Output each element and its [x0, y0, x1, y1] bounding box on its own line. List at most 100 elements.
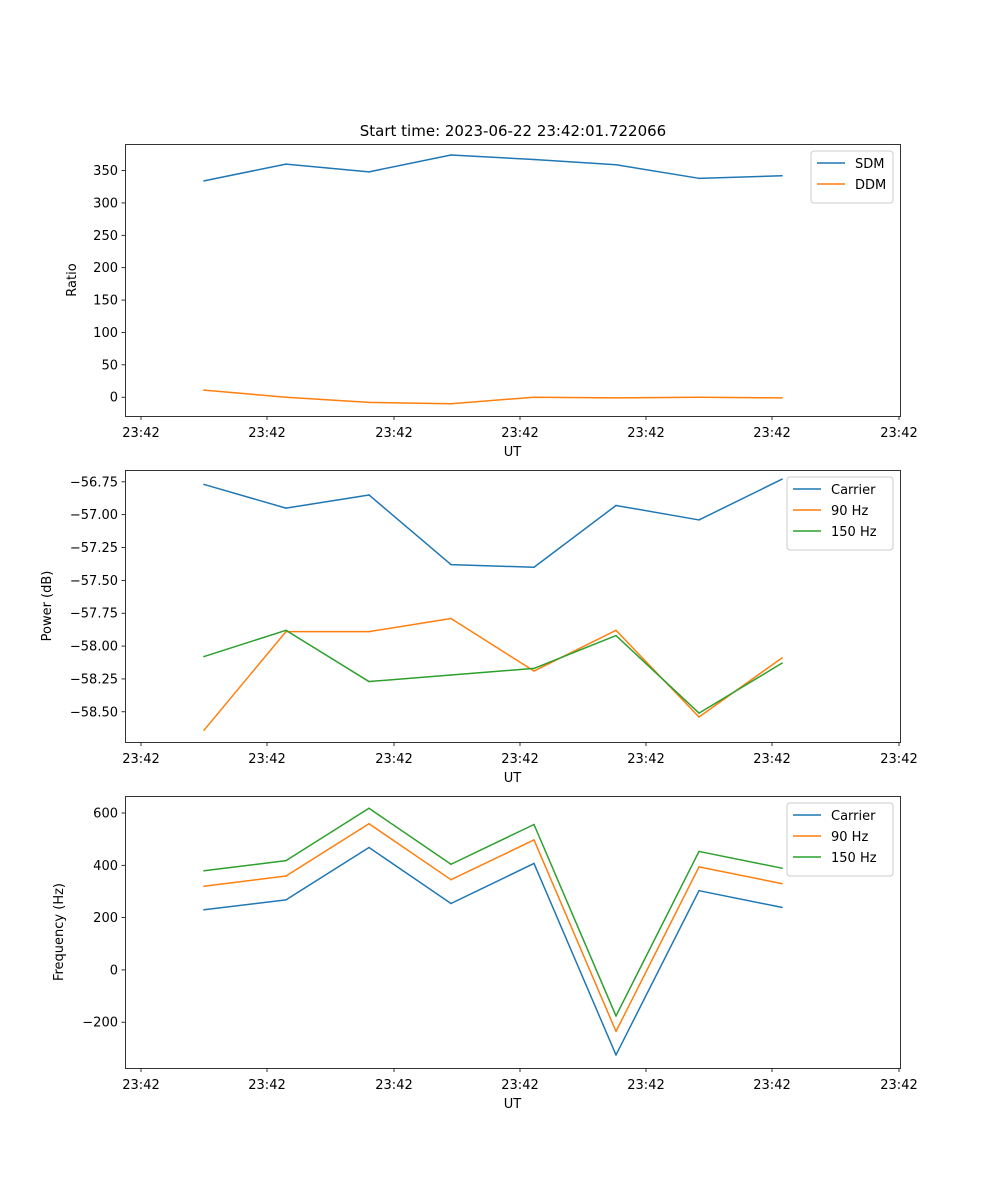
data-point	[615, 629, 617, 632]
legend-label: 150 Hz	[831, 525, 877, 540]
y-axis-label: Power (dB)	[40, 571, 55, 642]
data-point	[368, 171, 370, 173]
y-tick-label: 200	[93, 261, 118, 276]
y-axis-label: Frequency (Hz)	[52, 883, 67, 981]
y-tick-label: 200	[93, 911, 118, 926]
y-tick-label: 0	[110, 391, 118, 406]
data-point	[615, 634, 617, 637]
x-tick-label: 23:42	[753, 1078, 790, 1093]
y-tick-label: −58.25	[70, 672, 118, 687]
legend-label: DDM	[855, 178, 886, 193]
data-point	[203, 870, 205, 872]
data-point	[615, 1054, 617, 1056]
data-point	[533, 823, 535, 826]
y-tick-label: 400	[93, 859, 118, 874]
data-point	[698, 716, 700, 718]
data-point	[615, 504, 617, 507]
y-tick-label: −57.00	[70, 508, 118, 523]
series-line-carrier	[203, 846, 783, 1056]
legend-label: Carrier	[831, 809, 876, 824]
x-tick-label: 23:42	[627, 426, 664, 441]
data-point	[368, 630, 370, 633]
data-point	[615, 1015, 617, 1017]
x-tick-label: 23:42	[880, 752, 917, 767]
x-tick-label: 23:42	[753, 752, 790, 767]
data-point	[285, 899, 287, 901]
x-tick-label: 23:42	[122, 752, 159, 767]
y-tick-label: −57.50	[70, 574, 118, 589]
data-point	[781, 867, 783, 869]
legend-label: 90 Hz	[831, 504, 868, 519]
subplot-1: 0 50 100 150 200 250 300 350 23:42 23:42 23:42 23:4…	[65, 144, 918, 460]
data-point	[285, 163, 287, 165]
y-tick-label: 50	[101, 358, 118, 373]
x-tick-label: 23:42	[880, 1078, 917, 1093]
series-line-90-hz	[203, 617, 783, 731]
data-point	[285, 875, 287, 877]
x-tick-label: 23:42	[627, 752, 664, 767]
data-point	[203, 729, 205, 731]
data-point	[203, 908, 205, 911]
data-point	[615, 1030, 617, 1033]
subplot-2: −58.50 −58.25 −58.00 −57.75 −57.50 −57.25 −57.…	[40, 470, 918, 786]
subplot-3: −200 0 200 400 600 23:42 23:42 23:42 23:42 23:42 2…	[52, 796, 918, 1112]
x-tick-label: 23:42	[753, 426, 790, 441]
data-point	[368, 846, 370, 849]
y-tick-label: −58.50	[70, 705, 118, 720]
x-tick-label: 23:42	[880, 426, 917, 441]
data-point	[450, 154, 452, 156]
series-line-150-hz	[203, 629, 783, 714]
data-point	[450, 878, 452, 881]
legend: Carrier 90 Hz 150 Hz	[786, 802, 894, 877]
data-point	[203, 180, 205, 182]
data-point	[450, 402, 452, 405]
y-tick-label: 600	[93, 807, 118, 822]
legend-label: Carrier	[831, 483, 876, 498]
axes-frame	[125, 470, 901, 743]
x-tick-label: 23:42	[248, 752, 285, 767]
data-point	[368, 494, 370, 496]
figure-title: Start time: 2023-06-22 23:42:01.722066	[360, 122, 666, 140]
data-point	[615, 397, 617, 399]
series-line-carrier	[203, 478, 783, 568]
x-tick-label: 23:42	[375, 426, 412, 441]
data-point	[285, 859, 287, 862]
data-point	[450, 902, 452, 905]
y-tick-label: 300	[93, 196, 118, 211]
data-point	[450, 863, 452, 866]
data-point	[698, 866, 700, 868]
data-point	[203, 655, 205, 658]
data-point	[450, 563, 452, 566]
x-tick-label: 23:42	[501, 1078, 538, 1093]
data-point	[698, 889, 700, 892]
y-tick-label: 250	[93, 229, 118, 244]
y-tick-label: 150	[93, 294, 118, 309]
y-tick-label: −58.00	[70, 640, 118, 655]
y-tick-label: 350	[93, 164, 118, 179]
data-point	[781, 657, 783, 659]
legend-label: 150 Hz	[831, 851, 877, 866]
data-point	[698, 519, 700, 521]
data-point	[368, 680, 370, 683]
y-tick-label: −57.25	[70, 541, 118, 556]
data-point	[533, 396, 535, 399]
data-point	[698, 712, 700, 714]
series-line-sdm	[203, 154, 783, 182]
data-point	[450, 674, 452, 676]
x-axis-label: UT	[504, 445, 522, 460]
data-point	[698, 850, 700, 853]
y-tick-label: −57.75	[70, 607, 118, 622]
data-point	[533, 670, 535, 672]
x-tick-label: 23:42	[122, 1078, 159, 1093]
data-point	[285, 629, 287, 632]
data-point	[533, 839, 535, 841]
legend-label: SDM	[855, 157, 884, 172]
data-point	[368, 822, 370, 825]
data-point	[781, 662, 783, 664]
data-point	[533, 158, 535, 161]
axes-frame	[125, 796, 901, 1069]
x-tick-label: 23:42	[375, 752, 412, 767]
data-point	[533, 862, 535, 865]
x-tick-label: 23:42	[627, 1078, 664, 1093]
x-tick-label: 23:42	[248, 426, 285, 441]
